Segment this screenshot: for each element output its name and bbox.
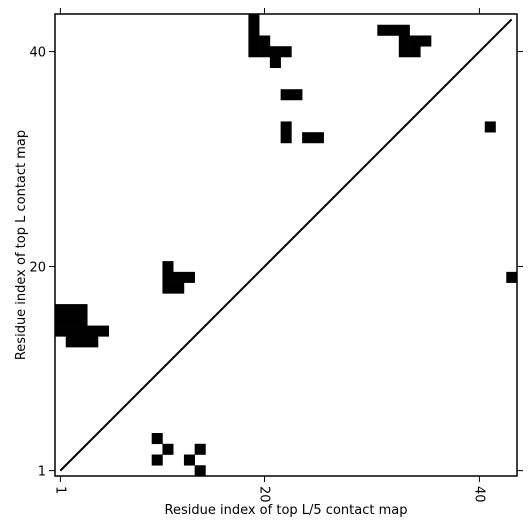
contact-cell-lower — [162, 282, 174, 294]
contact-cell-lower — [65, 304, 77, 316]
contact-cell-lower — [183, 271, 195, 283]
x-axis-label: Residue index of top L/5 contact map — [165, 503, 408, 518]
contact-cell-upper — [269, 56, 281, 69]
x-tick-label: 40 — [471, 486, 486, 503]
contact-cell-upper — [248, 14, 260, 26]
contact-cell-lower — [97, 325, 110, 337]
x-tick-label: 1 — [52, 486, 67, 494]
y-axis-label: Residue index of top L contact map — [14, 130, 29, 360]
contact-cell-upper — [248, 46, 260, 58]
contact-cell-lower — [162, 261, 174, 273]
contact-cell-upper — [398, 24, 410, 36]
contact-cell-upper — [398, 46, 410, 58]
contact-cell-upper — [248, 24, 260, 36]
contact-cell-lower — [87, 336, 99, 348]
contact-cell-upper — [259, 35, 271, 47]
plot-frame — [54, 13, 518, 477]
contact-cell-upper — [302, 132, 314, 144]
contact-cell-lower — [55, 314, 67, 326]
contact-cell-upper — [377, 24, 389, 36]
contact-cell-lower — [65, 314, 77, 326]
x-tick-label: 20 — [257, 486, 272, 503]
contact-cell-lower — [183, 454, 195, 466]
axis-ticks — [49, 8, 523, 482]
contact-cell-upper — [280, 46, 292, 58]
contact-cell-lower — [65, 336, 77, 348]
contact-cell-upper — [291, 89, 303, 101]
contact-cell-upper — [280, 89, 292, 101]
contact-cell-upper — [420, 35, 432, 47]
contact-cell-lower — [55, 304, 67, 316]
contact-cell-upper — [398, 35, 410, 47]
contact-cell-upper — [409, 35, 421, 47]
y-tick-label: 40 — [29, 46, 46, 61]
contact-cell-lower — [194, 465, 206, 477]
y-tick-label: 20 — [29, 260, 46, 275]
y-tick-label: 1 — [38, 465, 46, 480]
contact-cell-upper — [280, 132, 292, 144]
contact-cells — [55, 14, 518, 477]
contact-cell-lower — [76, 304, 88, 316]
contact-cell-lower — [76, 336, 88, 348]
contact-cell-lower — [76, 325, 88, 337]
contact-cell-lower — [87, 325, 99, 337]
contact-cell-lower — [76, 314, 88, 326]
contact-cell-upper — [248, 35, 260, 47]
contact-cell-lower — [162, 271, 174, 283]
contact-cell-lower — [162, 443, 174, 455]
contact-cell-lower — [151, 433, 163, 445]
contact-cell-lower — [55, 325, 67, 337]
contact-cell-upper — [409, 46, 421, 58]
contact-cell-lower — [151, 454, 163, 466]
contact-cell-lower — [173, 282, 185, 294]
contact-cell-upper — [388, 24, 400, 36]
contact-cell-upper — [269, 46, 281, 58]
contact-cell-lower — [194, 443, 206, 455]
contact-cell-upper — [259, 46, 271, 58]
contact-cell-lower — [173, 271, 185, 283]
diagonal-line — [59, 18, 513, 472]
contact-cell-upper — [280, 121, 292, 133]
contact-cell-upper — [484, 121, 496, 133]
contact-cell-lower — [506, 271, 518, 283]
contact-cell-lower — [65, 325, 77, 337]
contact-cell-upper — [312, 132, 324, 144]
